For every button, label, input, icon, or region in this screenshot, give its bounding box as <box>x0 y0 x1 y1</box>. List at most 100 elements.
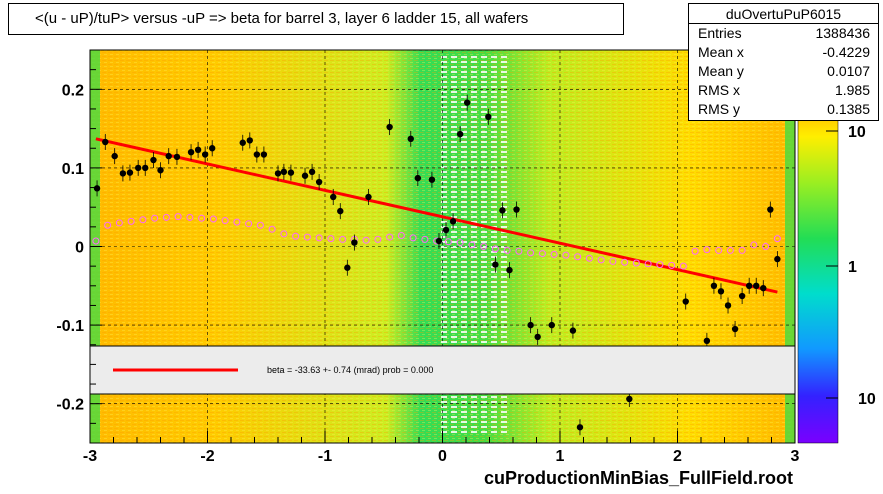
legend-fit-text: beta = -33.63 +- 0.74 (mrad) prob = 0.00… <box>267 365 433 375</box>
open-point <box>679 262 687 270</box>
stats-label: Mean x <box>698 44 744 60</box>
data-point <box>365 193 372 201</box>
legend-box: beta = -33.63 +- 0.74 (mrad) prob = 0.00… <box>89 345 796 395</box>
stats-name: duOvertuPuP6015 <box>689 4 878 24</box>
open-point <box>127 217 135 225</box>
data-point <box>506 266 513 274</box>
open-point <box>738 246 746 254</box>
data-point <box>308 168 316 176</box>
data-point <box>337 207 344 215</box>
open-point <box>668 261 676 269</box>
data-point <box>201 151 209 158</box>
data-point <box>93 185 101 192</box>
data-point <box>534 333 541 341</box>
fit-line-layer <box>95 137 778 294</box>
data-point <box>548 321 555 329</box>
footer-filename: cuProductionMinBias_FullField.root <box>484 468 794 488</box>
data-point <box>126 169 134 176</box>
stats-value: 0.0107 <box>827 63 870 79</box>
data-point <box>157 167 164 174</box>
z-tick-label: 10 <box>848 124 866 141</box>
open-point <box>562 251 570 259</box>
data-point <box>414 174 422 182</box>
data-point <box>527 321 534 329</box>
open-point <box>550 250 558 258</box>
data-point <box>442 226 450 234</box>
data-point <box>119 170 127 177</box>
open-point <box>339 235 347 243</box>
open-point <box>233 218 241 226</box>
data-point <box>731 325 739 333</box>
data-point <box>134 164 142 172</box>
y-tick-label: -0.2 <box>56 397 84 414</box>
open-point <box>538 250 546 258</box>
open-point <box>303 233 311 241</box>
open-point <box>221 217 229 225</box>
x-tick-label: 0 <box>438 448 447 465</box>
data-point <box>682 298 689 305</box>
data-point <box>428 176 436 183</box>
fit-line <box>95 137 778 294</box>
open-point <box>468 241 476 249</box>
data-point <box>513 206 520 213</box>
open-point <box>104 221 112 229</box>
stats-box: duOvertuPuP6015 Entries 1388436 Mean x -… <box>688 3 879 121</box>
profile-open-points <box>92 213 781 270</box>
x-tick-label: 3 <box>791 448 800 465</box>
open-point <box>715 246 723 254</box>
open-point <box>527 249 535 257</box>
data-point <box>745 282 753 289</box>
data-point <box>150 156 157 164</box>
open-point <box>503 246 511 254</box>
data-point <box>485 113 492 121</box>
open-point <box>280 230 288 238</box>
open-point <box>691 247 699 255</box>
y-tick-label: 0 <box>75 240 84 257</box>
data-point <box>142 164 149 172</box>
data-point <box>753 282 760 289</box>
open-point <box>515 247 523 255</box>
data-point <box>760 284 767 292</box>
open-point <box>162 213 170 221</box>
open-point <box>574 253 582 261</box>
open-point <box>397 231 405 239</box>
stats-label: Entries <box>698 25 742 41</box>
open-point <box>480 243 488 250</box>
open-point <box>421 235 429 243</box>
stats-label: RMS y <box>698 101 740 117</box>
z-tick-label: 1 <box>848 259 857 276</box>
data-point <box>576 424 584 431</box>
data-point <box>239 139 246 146</box>
data-point <box>173 153 181 161</box>
data-point <box>492 261 499 268</box>
stats-row-entries: Entries 1388436 <box>689 24 878 43</box>
open-point <box>139 216 147 224</box>
open-point <box>491 245 499 253</box>
data-point <box>386 123 393 131</box>
x-tick-label: -1 <box>318 448 332 465</box>
data-point <box>774 255 781 263</box>
open-point <box>174 213 182 221</box>
data-point <box>315 178 323 186</box>
open-point <box>386 233 394 241</box>
data-point <box>246 137 253 144</box>
open-point <box>327 235 335 243</box>
data-point <box>435 237 443 245</box>
stats-row-mean-y: Mean y 0.0107 <box>689 62 878 81</box>
data-point <box>102 138 109 146</box>
data-point <box>287 169 295 176</box>
stats-label: RMS x <box>698 82 740 98</box>
x-tick-label: -2 <box>200 448 214 465</box>
data-point <box>499 207 506 214</box>
open-point <box>621 258 629 266</box>
open-point <box>374 235 382 243</box>
data-point <box>330 193 337 201</box>
open-point <box>362 236 370 244</box>
data-point <box>253 151 261 158</box>
open-point <box>632 259 640 267</box>
data-point <box>194 146 202 154</box>
stats-row-rms-y: RMS y 0.1385 <box>689 100 878 119</box>
data-point <box>165 152 172 160</box>
open-point <box>644 260 652 268</box>
open-point <box>256 221 264 229</box>
